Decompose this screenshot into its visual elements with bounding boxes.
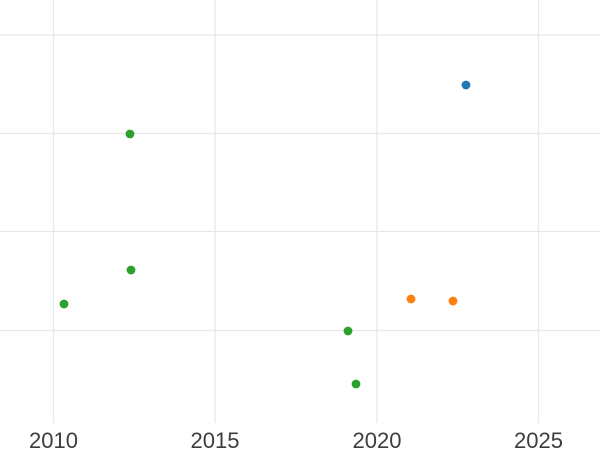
point-green xyxy=(343,326,353,336)
point-orange xyxy=(406,294,416,304)
x-tick-label: 2025 xyxy=(514,428,563,450)
point-green xyxy=(59,299,69,309)
x-tick-label: 2010 xyxy=(29,428,78,450)
point-blue xyxy=(461,80,471,90)
x-tick-label: 2015 xyxy=(191,428,240,450)
point-orange xyxy=(448,296,458,306)
point-green xyxy=(126,265,136,275)
x-tick-label: 2020 xyxy=(353,428,402,450)
point-green xyxy=(351,379,361,389)
point-green xyxy=(125,129,135,139)
